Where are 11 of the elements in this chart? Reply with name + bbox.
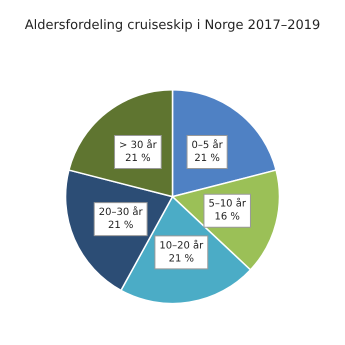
slice-label: 10–20 år [159, 239, 204, 252]
data-label: 21 % [125, 153, 151, 164]
slice-label: 0–5 år [192, 139, 224, 152]
chart-title: Aldersfordeling cruiseskip i Norge 2017–2019 [24, 18, 320, 33]
data-label: 21 % [168, 253, 194, 264]
data-label: 16 % [214, 212, 240, 223]
slice-label: 5–10 år [208, 198, 247, 210]
slice-label: 20–30 år [98, 206, 144, 218]
slice-label: > 30 år [119, 139, 158, 152]
data-label: 21 % [108, 220, 134, 232]
data-label: 21 % [194, 153, 220, 164]
